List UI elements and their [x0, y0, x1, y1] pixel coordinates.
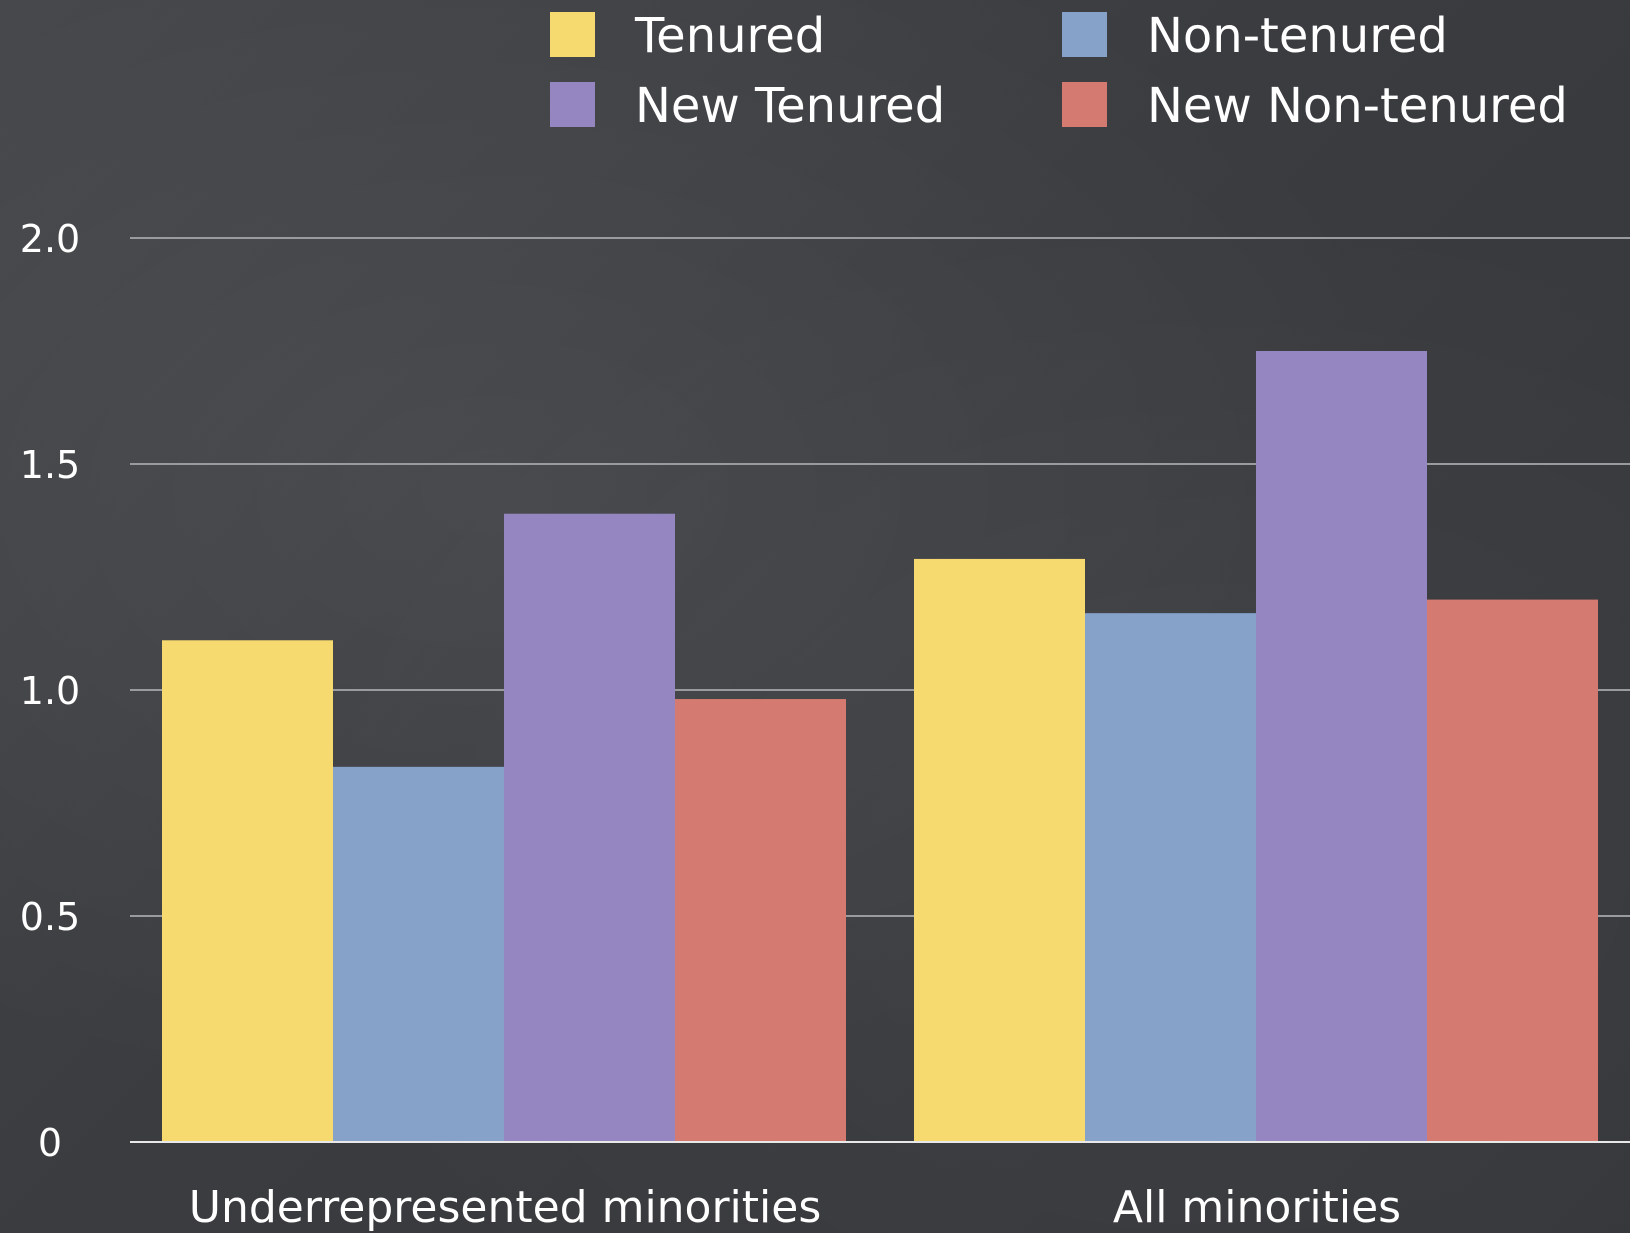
bar: Non-tenured — All minorities: 1.17 — [1085, 613, 1256, 1142]
y-tick-label: 0.5 — [20, 895, 80, 939]
bar: Non-tenured — Underrepresented minoritie… — [333, 766, 504, 1142]
y-tick-label: 1.0 — [20, 669, 80, 713]
y-tick-label: 2.0 — [20, 217, 80, 261]
legend-swatch — [1062, 12, 1107, 57]
bar: New Non-tenured — Underrepresented minor… — [675, 699, 846, 1142]
legend-label: New Tenured — [635, 78, 945, 134]
legend-label: Non-tenured — [1147, 8, 1448, 64]
y-tick-label: 1.5 — [20, 443, 80, 487]
bar: New Tenured — Underrepresented minoritie… — [504, 513, 675, 1142]
bar: Tenured — All minorities: 1.29 — [914, 558, 1085, 1142]
legend-swatch — [550, 82, 595, 127]
bar: New Non-tenured — All minorities: 1.2 — [1427, 599, 1598, 1142]
bar: Tenured — Underrepresented minorities: 1… — [162, 640, 333, 1142]
legend-swatch — [550, 12, 595, 57]
legend-label: Tenured — [634, 8, 825, 64]
bar: New Tenured — All minorities: 1.75 — [1256, 351, 1427, 1142]
legend-swatch — [1062, 82, 1107, 127]
category-label: Underrepresented minorities — [189, 1182, 822, 1233]
legend-label: New Non-tenured — [1147, 78, 1568, 134]
category-label: All minorities — [1113, 1182, 1401, 1233]
y-tick-label: 0 — [38, 1121, 62, 1165]
